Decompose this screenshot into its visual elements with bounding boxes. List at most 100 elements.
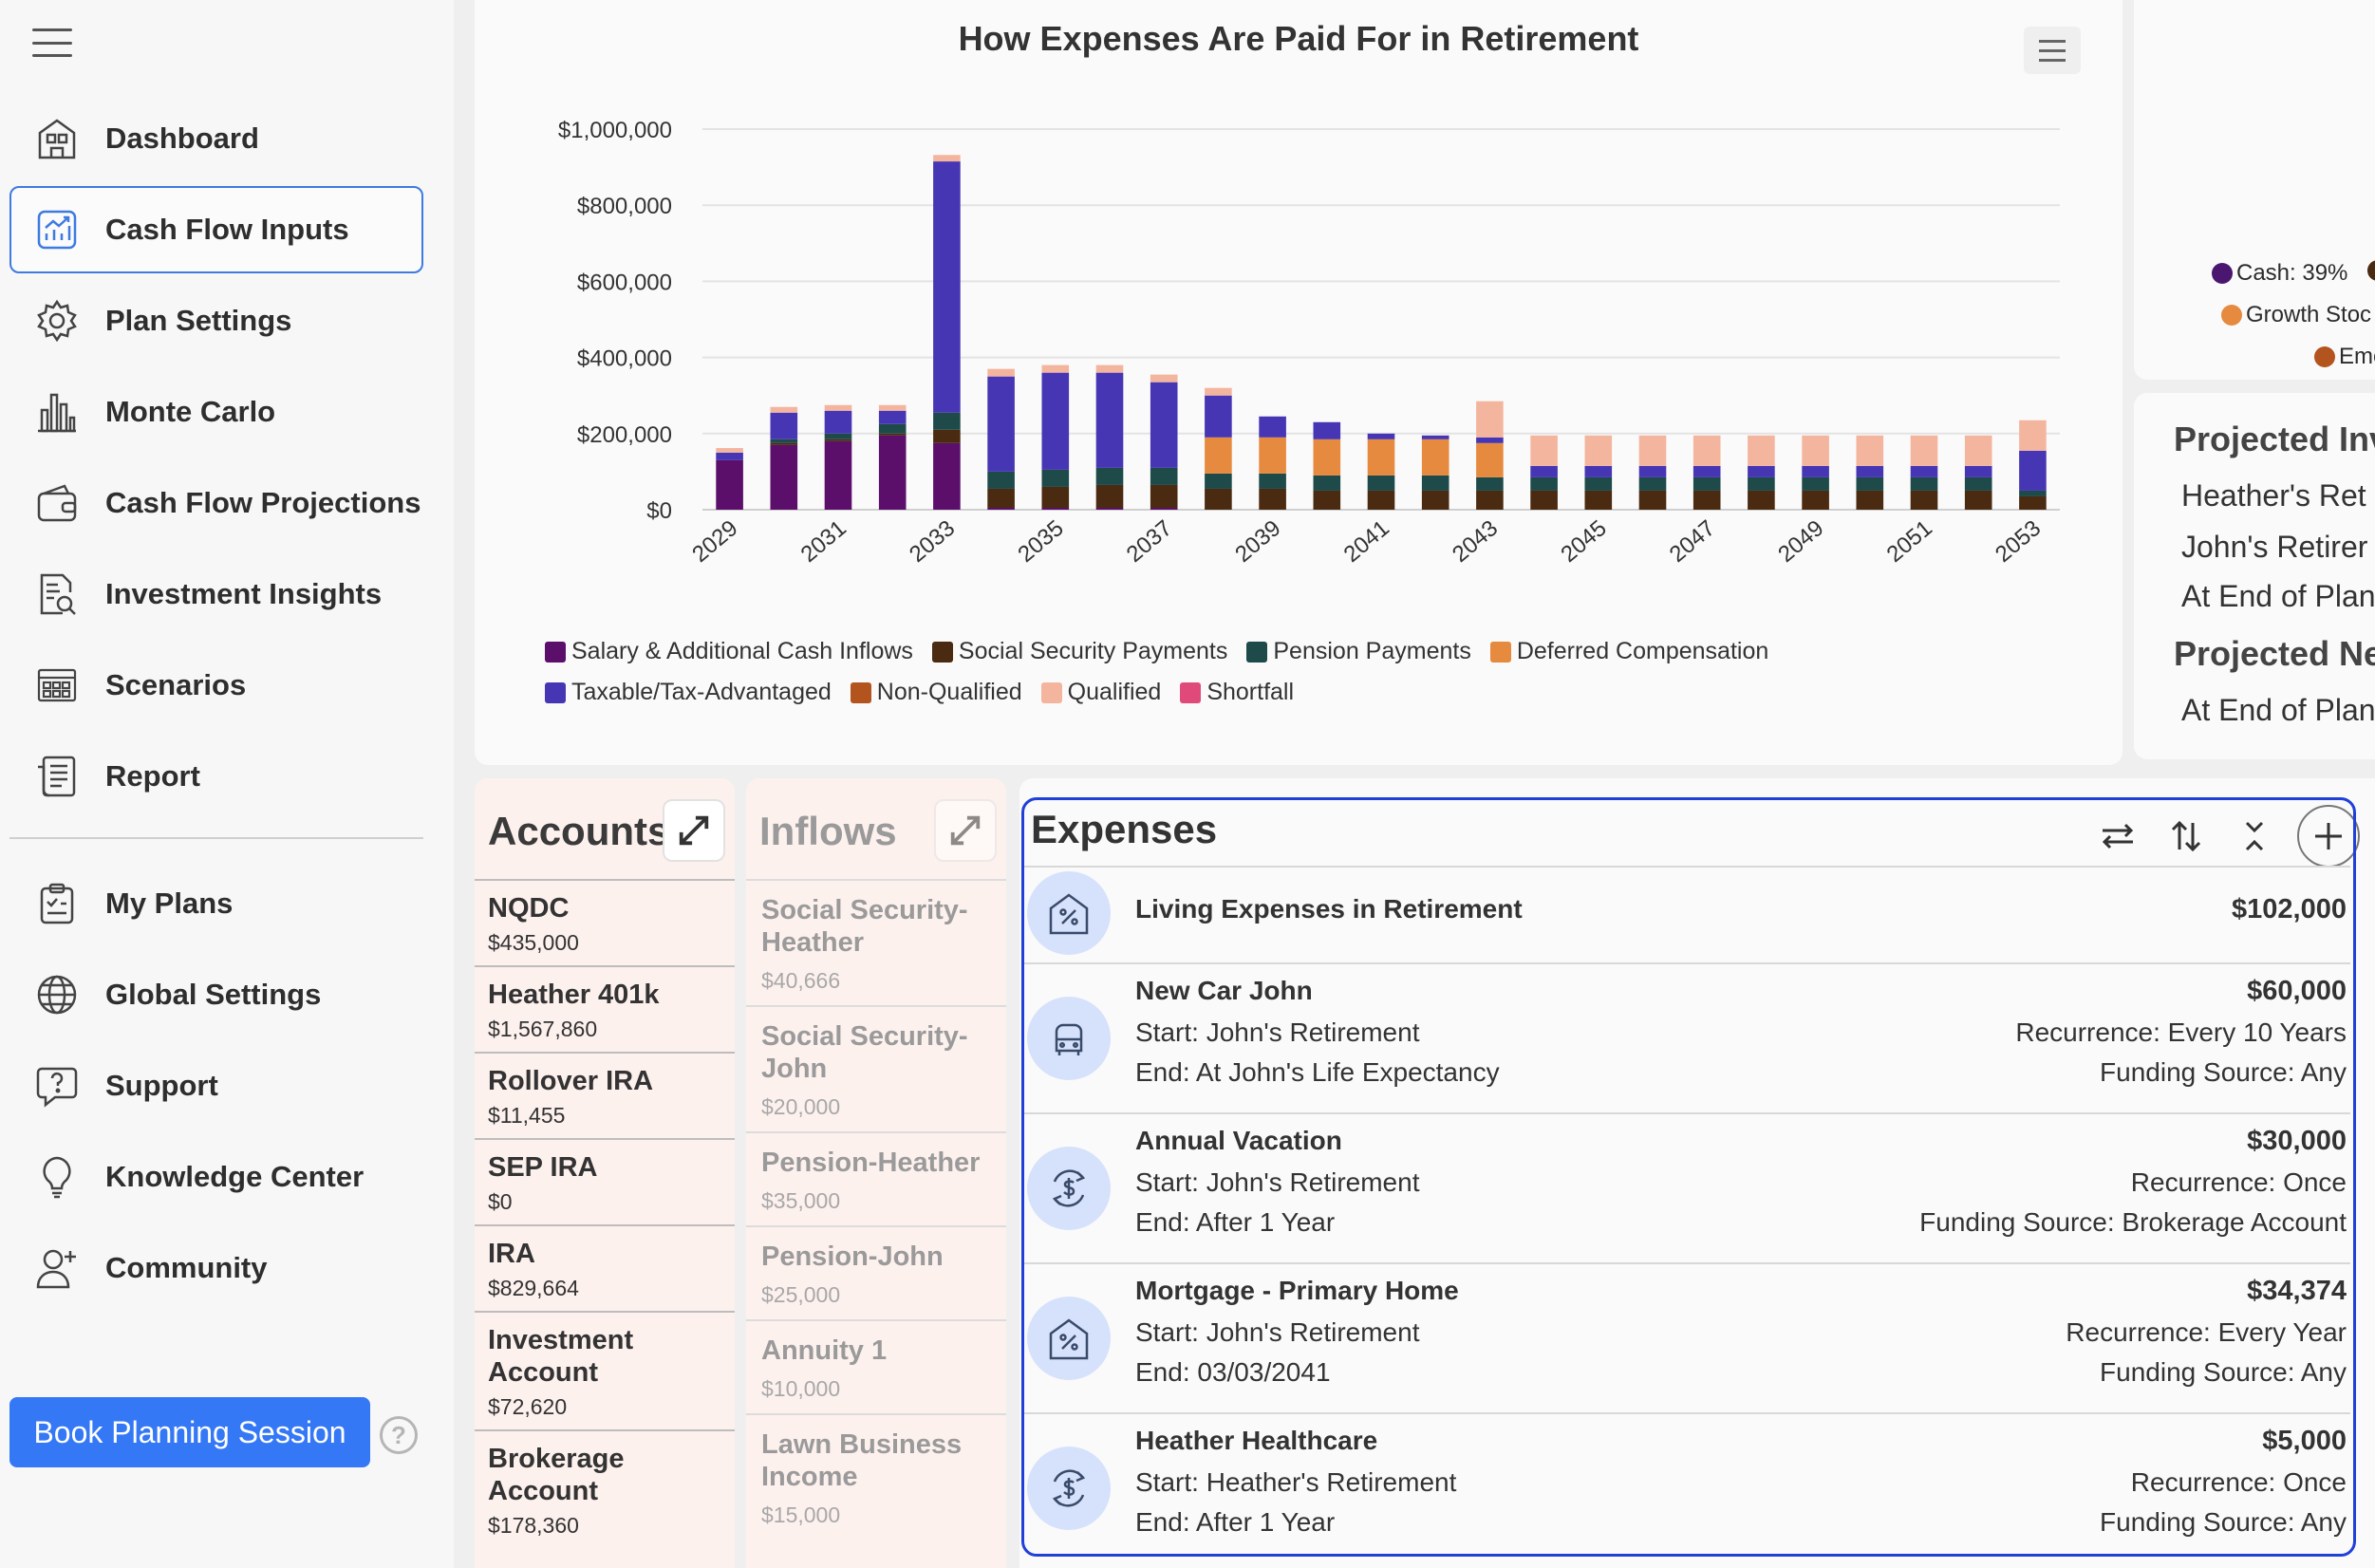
sidebar-item-community[interactable]: Community: [9, 1224, 423, 1312]
expense-row[interactable]: Mortgage - Primary Home Start: John's Ret…: [1023, 1262, 2350, 1412]
add-user-icon: [32, 1243, 82, 1293]
sidebar-item-label: Monte Carlo: [105, 395, 276, 428]
account-item[interactable]: Rollover IRA $11,455: [475, 1052, 735, 1138]
legend-item[interactable]: Deferred Compensation: [1489, 638, 1768, 665]
hamburger-menu-icon[interactable]: [32, 28, 72, 57]
sidebar-item-investment-insights[interactable]: Investment Insights: [9, 551, 423, 638]
bar-segment: [770, 412, 798, 439]
legend-item[interactable]: Social Security Payments: [931, 638, 1227, 665]
bar-segment: [1692, 476, 1721, 491]
bar-segment: [1095, 467, 1124, 485]
bar-segment: [1638, 435, 1667, 466]
expense-row[interactable]: Annual Vacation Start: John's Retirement E…: [1023, 1112, 2350, 1262]
account-item[interactable]: IRA $829,664: [475, 1224, 735, 1311]
expense-amount: $30,000: [2247, 1126, 2347, 1156]
projected-net-heading: Projected Ne: [2174, 634, 2375, 673]
bar-segment: [1313, 421, 1341, 439]
bar-segment: [1692, 490, 1721, 510]
sidebar-item-report[interactable]: Report: [9, 733, 423, 820]
legend-swatch: [1180, 681, 1202, 703]
bar-segment: [1205, 473, 1232, 489]
expense-funding-source: Funding Source: Any: [2100, 1057, 2347, 1087]
expense-amount: $102,000: [2232, 894, 2347, 924]
x-tick-label: 2049: [1773, 515, 1828, 568]
car-icon: [1027, 997, 1111, 1080]
legend-item[interactable]: Pension Payments: [1246, 638, 1471, 665]
sidebar-item-scenarios[interactable]: Scenarios: [9, 642, 423, 729]
account-item[interactable]: Heather 401k $1,567,860: [475, 965, 735, 1052]
account-item[interactable]: NQDC $435,000: [475, 879, 735, 965]
inflow-item[interactable]: Pension-John $25,000: [746, 1225, 1006, 1319]
bar-segment: [2019, 495, 2047, 510]
bar-segment: [1802, 465, 1829, 477]
item-name: Social Security-John: [761, 1021, 968, 1084]
sidebar-item-monte-carlo[interactable]: Monte Carlo: [9, 368, 423, 456]
collapse-button[interactable]: [2229, 811, 2280, 862]
bar-segment: [1910, 465, 1938, 477]
sidebar-item-knowledge-center[interactable]: Knowledge Center: [9, 1133, 423, 1221]
legend-label: Pension Payments: [1273, 638, 1471, 664]
sidebar-item-global-settings[interactable]: Global Settings: [9, 951, 423, 1038]
book-planning-session-button[interactable]: Book Planning Session: [9, 1397, 370, 1467]
inflow-item[interactable]: Social Security-John $20,000: [746, 1005, 1006, 1131]
accounts-panel: Accounts NQDC $435,000 Heather 401k $1,567,…: [475, 778, 735, 1568]
account-item[interactable]: Investment Account $72,620: [475, 1311, 735, 1429]
legend-item[interactable]: Salary & Additional Cash Inflows: [545, 638, 913, 665]
expense-row[interactable]: New Car John Start: John's Retirement End:…: [1023, 962, 2350, 1112]
sidebar-item-label: Plan Settings: [105, 304, 292, 337]
inflow-item[interactable]: Pension-Heather $35,000: [746, 1131, 1006, 1225]
sidebar-item-support[interactable]: Support: [9, 1042, 423, 1129]
item-value: $829,664: [488, 1276, 579, 1300]
sort-button[interactable]: [2160, 811, 2212, 862]
pie-legend-label: Eme: [2339, 344, 2375, 369]
expense-name: Mortgage - Primary Home: [1135, 1276, 1459, 1305]
bar-segment: [770, 442, 798, 445]
sidebar: Dashboard Cash Flow Inputs Plan Settings…: [0, 0, 454, 1568]
inflows-title: Inflows: [759, 809, 897, 853]
item-value: $72,620: [488, 1394, 568, 1419]
bar-segment: [1530, 465, 1558, 477]
bar-segment: [933, 429, 961, 443]
sidebar-item-cash-flow-inputs[interactable]: Cash Flow Inputs: [9, 186, 423, 273]
sidebar-item-my-plans[interactable]: My Plans: [9, 860, 423, 947]
sidebar-item-dashboard[interactable]: Dashboard: [9, 95, 423, 182]
help-icon[interactable]: ?: [380, 1416, 418, 1454]
account-item[interactable]: Brokerage Account $178,360: [475, 1429, 735, 1548]
account-item[interactable]: SEP IRA $0: [475, 1138, 735, 1224]
sidebar-item-cash-flow-projections[interactable]: Cash Flow Projections: [9, 459, 423, 547]
expand-inflows-button[interactable]: [934, 799, 997, 862]
expense-recurrence: Recurrence: Every 10 Years: [2015, 1017, 2347, 1047]
expenses-panel: Expenses Living Expenses in Retirement $1…: [1019, 778, 2375, 1568]
sidebar-item-label: Community: [105, 1251, 268, 1284]
globe-icon: [32, 970, 82, 1019]
legend-item[interactable]: Non-Qualified: [850, 679, 1022, 706]
sidebar-item-plan-settings[interactable]: Plan Settings: [9, 277, 423, 364]
bar-segment: [987, 507, 1015, 510]
bar-segment: [1259, 416, 1286, 438]
inflow-item[interactable]: Annuity 1 $10,000: [746, 1319, 1006, 1413]
legend-row: Salary & Additional Cash Inflows Social S…: [545, 638, 1874, 665]
expense-row[interactable]: Living Expenses in Retirement $102,000: [1023, 866, 2350, 962]
chart-menu-button[interactable]: [2024, 27, 2081, 74]
expand-accounts-button[interactable]: [663, 799, 725, 862]
bar-segment: [1476, 401, 1504, 438]
inflow-item[interactable]: Lawn Business Income $15,000: [746, 1413, 1006, 1540]
legend-item[interactable]: Shortfall: [1180, 679, 1294, 706]
swap-horizontal-button[interactable]: [2092, 811, 2143, 862]
bar-segment: [1476, 476, 1504, 491]
expense-amount: $5,000: [2262, 1426, 2347, 1456]
bar-segment: [1041, 507, 1070, 510]
legend-item[interactable]: Taxable/Tax-Advantaged: [545, 679, 832, 706]
expense-row[interactable]: Heather Healthcare Start: Heather's Retir…: [1023, 1412, 2350, 1562]
bar-segment: [1041, 372, 1070, 470]
bar-segment: [1910, 490, 1938, 510]
inflow-item[interactable]: Social Security-Heather $40,666: [746, 879, 1006, 1005]
bar-segment: [1041, 469, 1070, 487]
legend-item[interactable]: Qualified: [1040, 679, 1161, 706]
bar-segment: [770, 406, 798, 413]
item-name: Pension-John: [761, 1241, 944, 1272]
bar-segment: [1692, 435, 1721, 466]
sidebar-item-label: Investment Insights: [105, 577, 383, 610]
item-value: $25,000: [761, 1282, 841, 1307]
dashboard-icon: [32, 114, 82, 163]
